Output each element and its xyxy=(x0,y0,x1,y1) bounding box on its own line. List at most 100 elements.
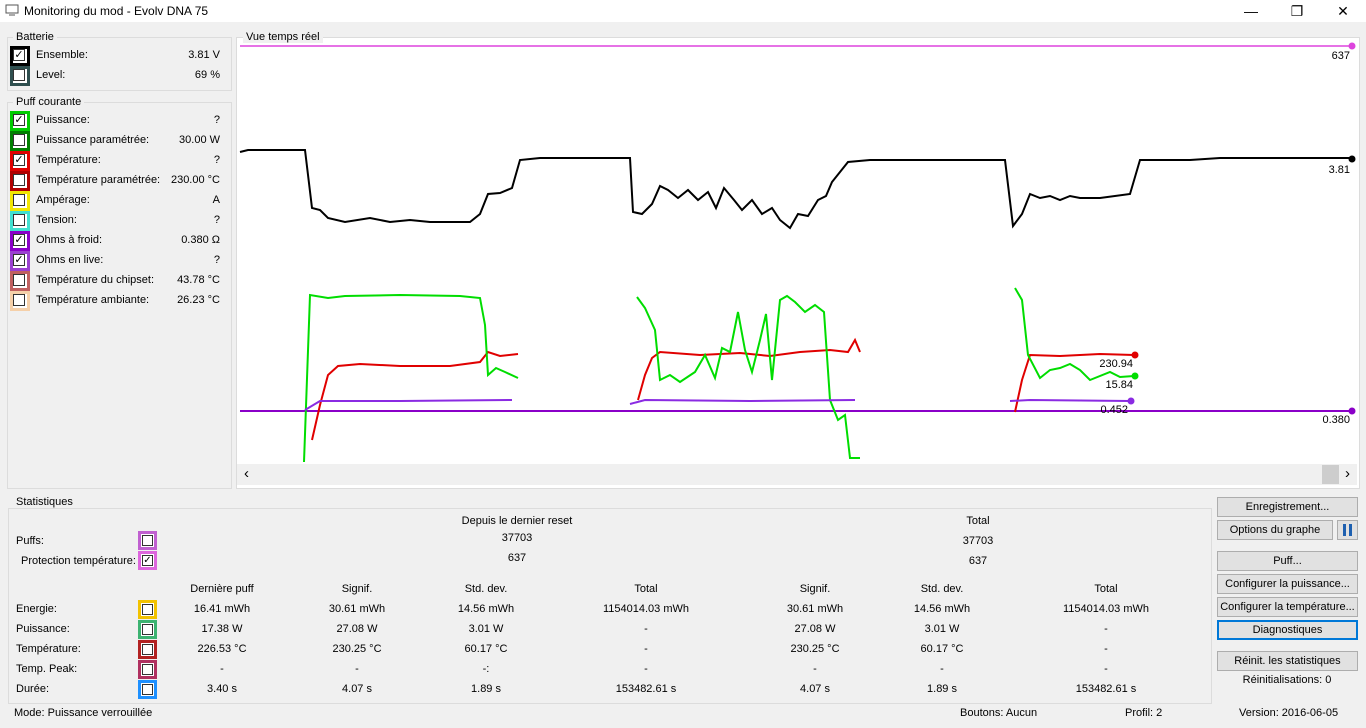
series-checkbox[interactable]: ✓ xyxy=(13,49,25,61)
realtime-chart: 637 0.380 3.81 230.94 15.84 0.452 xyxy=(236,37,1360,489)
power-series-label: 15.84 xyxy=(1105,379,1133,391)
stats-col-header: Total xyxy=(1094,583,1118,595)
series-checkbox[interactable] xyxy=(13,134,25,146)
series-checkbox[interactable]: ✓ xyxy=(13,154,25,166)
row-label: Puissance paramétrée: xyxy=(36,134,150,146)
row-value: A xyxy=(212,194,220,206)
stats-cell: - xyxy=(813,663,817,675)
stats-cell: 1154014.03 mWh xyxy=(1062,603,1150,615)
series-checkbox[interactable] xyxy=(13,69,25,81)
config-power-button[interactable]: Configurer la puissance... xyxy=(1217,574,1358,594)
series-checkbox[interactable] xyxy=(13,294,25,306)
graph-options-button[interactable]: Options du graphe xyxy=(1217,520,1333,540)
config-temp-button[interactable]: Configurer la température... xyxy=(1217,597,1358,617)
puffs-checkbox[interactable] xyxy=(142,535,153,546)
since-reset-header: Depuis le dernier reset xyxy=(461,515,573,527)
statistics-title: Statistiques xyxy=(13,496,76,508)
monitor-icon xyxy=(5,4,19,16)
row-label: Tension: xyxy=(36,214,77,226)
minimize-button[interactable]: — xyxy=(1244,3,1258,19)
puff-row[interactable]: ✓ Température:? xyxy=(10,151,222,171)
battery-row[interactable]: ✓ Ensemble: 3.81 V xyxy=(10,46,222,66)
row-label: Ampérage: xyxy=(36,194,90,206)
series-checkbox[interactable] xyxy=(13,194,25,206)
puff-row[interactable]: Température ambiante: 26.23 °C xyxy=(10,291,222,311)
battery-row[interactable]: Level: 69 % xyxy=(10,66,222,86)
stats-row-checkbox[interactable] xyxy=(142,664,153,675)
stats-cell: 30.61 mWh xyxy=(786,603,844,615)
puff-row[interactable]: Tension:? xyxy=(10,211,222,231)
puff-row[interactable]: ✓ Ohms à froid: 0.380 Ω xyxy=(10,231,222,251)
stats-row-checkbox[interactable] xyxy=(142,684,153,695)
power-series-line xyxy=(303,293,519,463)
puffs-color-swatch[interactable] xyxy=(138,531,157,550)
puff-row[interactable]: Ampérage: A xyxy=(10,191,222,211)
chart-scrollbar[interactable]: ‹ › xyxy=(237,464,1357,485)
puff-row[interactable]: ✓ Puissance:? xyxy=(10,111,222,131)
puff-row[interactable]: ✓ Ohms en live:? xyxy=(10,251,222,271)
status-profile: Profil: 2 xyxy=(1125,707,1163,719)
scroll-thumb[interactable] xyxy=(1322,465,1339,484)
puff-row[interactable]: Puissance paramétrée: 30.00 W xyxy=(10,131,222,151)
temp-series-dot xyxy=(1131,351,1139,359)
temp-series-line xyxy=(637,337,861,401)
stats-row-swatch[interactable] xyxy=(138,680,157,699)
row-value: 3.81 V xyxy=(188,49,220,61)
row-label: Ohms à froid: xyxy=(36,234,103,246)
row-value: ? xyxy=(213,214,220,226)
battery-series-line xyxy=(239,149,1352,230)
row-label: Température ambiante: xyxy=(36,294,150,306)
power-series-line xyxy=(636,294,860,459)
reset-stats-button[interactable]: Réinit. les statistiques xyxy=(1217,651,1358,671)
close-button[interactable]: ✕ xyxy=(1337,2,1349,19)
stats-col-header: Dernière puff xyxy=(190,583,254,595)
temp-series-line xyxy=(1014,352,1135,413)
stats-cell: 1.89 s xyxy=(927,683,957,695)
stats-col-header: Total xyxy=(634,583,658,595)
stats-row-swatch[interactable] xyxy=(138,640,157,659)
stats-cell: 27.08 W xyxy=(794,623,836,635)
total-header: Total xyxy=(966,515,990,527)
pause-button[interactable] xyxy=(1337,520,1358,540)
power-series-line xyxy=(1014,287,1135,382)
maximize-button[interactable]: ❐ xyxy=(1290,2,1304,19)
stats-cell: 60.17 °C xyxy=(920,643,964,655)
stats-row-swatch[interactable] xyxy=(138,660,157,679)
stats-cell: 3.01 W xyxy=(468,623,504,635)
stats-row-label: Energie: xyxy=(16,603,57,615)
series-checkbox[interactable]: ✓ xyxy=(13,254,25,266)
scroll-right-button[interactable]: › xyxy=(1345,465,1350,482)
diagnostics-button[interactable]: Diagnostiques xyxy=(1217,620,1358,640)
stats-col-header: Std. dev. xyxy=(920,583,964,595)
series-checkbox[interactable] xyxy=(13,174,25,186)
protection-series-dot xyxy=(1348,42,1356,50)
stats-row-swatch[interactable] xyxy=(138,600,157,619)
protect-color-swatch[interactable]: ✓ xyxy=(138,551,157,570)
puff-button[interactable]: Puff... xyxy=(1217,551,1358,571)
series-checkbox[interactable]: ✓ xyxy=(13,234,25,246)
record-button[interactable]: Enregistrement... xyxy=(1217,497,1358,517)
puff-row[interactable]: Température paramétrée: 230.00 °C xyxy=(10,171,222,191)
statistics-group xyxy=(8,508,1212,704)
row-label: Level: xyxy=(36,69,66,81)
stats-cell: - xyxy=(644,643,648,655)
ohms-live-series-line xyxy=(1009,398,1131,402)
puff-row[interactable]: Température du chipset: 43.78 °C xyxy=(10,271,222,291)
series-checkbox[interactable] xyxy=(13,214,25,226)
series-checkbox[interactable] xyxy=(13,274,25,286)
protect-checkbox[interactable]: ✓ xyxy=(142,555,153,566)
stats-row-checkbox[interactable] xyxy=(142,604,153,615)
stats-cell: - xyxy=(1104,663,1108,675)
stats-row-checkbox[interactable] xyxy=(142,644,153,655)
stats-cell: - xyxy=(1104,643,1108,655)
series-checkbox[interactable]: ✓ xyxy=(13,114,25,126)
stats-row-swatch[interactable] xyxy=(138,620,157,639)
status-mode: Mode: Puissance verrouillée xyxy=(14,707,153,719)
row-value: ? xyxy=(213,154,220,166)
window-title: Monitoring du mod - Evolv DNA 75 xyxy=(24,4,209,18)
stats-cell: 4.07 s xyxy=(342,683,372,695)
stats-row-checkbox[interactable] xyxy=(142,624,153,635)
battery-group xyxy=(7,37,232,91)
scroll-left-button[interactable]: ‹ xyxy=(244,465,249,482)
stats-cell: 230.25 °C xyxy=(790,643,840,655)
